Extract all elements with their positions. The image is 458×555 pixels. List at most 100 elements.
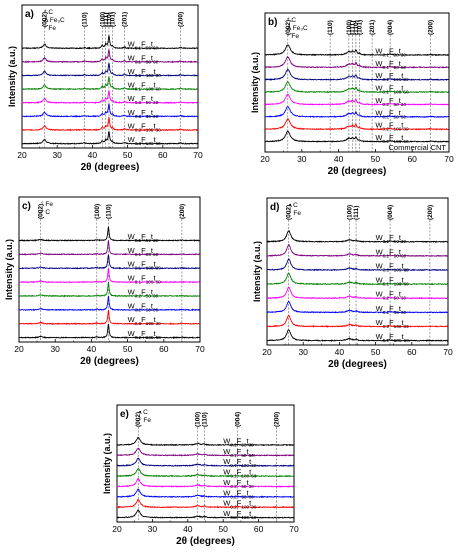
x-tick-label: 60 <box>407 347 417 357</box>
x-tick-label: 40 <box>183 524 193 534</box>
peak-label: (110) <box>353 20 360 35</box>
series-label: W0.1F50t30 <box>375 46 406 57</box>
series-label: W0.1F50t30 <box>376 233 407 244</box>
series-label: W0.1F100t60 <box>375 84 409 95</box>
series-label: W0.2F50t60 <box>375 108 406 119</box>
series-line <box>116 467 294 478</box>
series-line <box>22 62 198 77</box>
peak-label: (110) <box>105 204 112 219</box>
x-tick-label: 30 <box>52 150 62 160</box>
series-line <box>266 300 448 314</box>
x-tick-label: 70 <box>444 154 454 164</box>
x-tick-label: 60 <box>159 344 169 354</box>
series-label: W0.1F100t30 <box>375 71 409 82</box>
series-line <box>21 90 198 105</box>
chart-panel-e: 20 30 40 50 60 70 2θ (degrees) Intensity (a.u.)… <box>102 404 299 547</box>
y-axis-title: Intensity (a.u.) <box>4 239 14 300</box>
series-line <box>116 447 294 457</box>
panel-label: a) <box>25 9 34 20</box>
series-line <box>266 258 448 272</box>
series-label: W0.1F50t60 <box>376 247 407 258</box>
x-axis-title: 2θ (degrees) <box>81 162 140 173</box>
series-line <box>18 295 200 312</box>
series-label: W0.2F100t30 <box>128 121 162 132</box>
series-line <box>116 477 294 488</box>
y-axis-title: Intensity (a.u.) <box>7 46 17 107</box>
series-label: W0.2F50t30 <box>223 478 254 489</box>
series-line <box>265 81 450 94</box>
series-line <box>116 436 294 447</box>
series-line <box>266 244 448 257</box>
x-tick-label: 50 <box>371 347 381 357</box>
x-tick-label: 20 <box>14 344 24 354</box>
peak-label: (002) <box>286 205 293 220</box>
series-line <box>21 103 198 118</box>
series-line <box>21 76 198 91</box>
series-label: W0.1F100t60 <box>223 468 257 479</box>
x-tick-label: 20 <box>260 154 270 164</box>
phase-legend-item: • C <box>139 409 148 416</box>
peak-label: (201) <box>121 12 128 27</box>
peak-label: (110) <box>327 20 334 35</box>
series-label: W0.1F50t30 <box>128 232 159 243</box>
x-tick-label: 40 <box>87 344 97 354</box>
x-tick-label: 60 <box>254 524 264 534</box>
y-axis-title: Intensity (a.u.) <box>252 241 262 302</box>
x-tick-label: 40 <box>335 347 345 357</box>
series-label: W0.1F50t30 <box>128 40 159 51</box>
series-label: W0.1F100t60 <box>376 276 410 287</box>
x-tick-label: 30 <box>297 154 307 164</box>
y-axis-title: Intensity (a.u.) <box>250 52 260 113</box>
panel-label: b) <box>268 17 277 28</box>
peak-label: (200) <box>427 205 434 220</box>
peak-label: (100) <box>94 204 101 219</box>
peak-label: (200) <box>179 204 186 219</box>
series-line <box>21 131 198 145</box>
series-label: W0.2F100t60 <box>223 509 257 520</box>
series-line <box>264 44 449 57</box>
chart-panel-d: 20 30 40 50 60 70 2θ (degrees) Intensity (a.u.)… <box>252 197 453 370</box>
series-line <box>18 309 200 326</box>
peak-label: (002) <box>285 20 292 35</box>
commercial-cnt-label: Commercial CNT <box>388 143 446 152</box>
series-line <box>264 130 449 143</box>
peak-label: (111) <box>350 21 357 35</box>
series-label: W0.2F100t30 <box>376 318 410 329</box>
series-label: W0.1F100t30 <box>128 260 162 271</box>
series-line <box>18 267 200 284</box>
series-line <box>18 323 200 340</box>
series-line <box>264 93 449 106</box>
series-line <box>22 49 198 64</box>
series-line <box>266 329 449 343</box>
x-tick-label: 30 <box>298 347 308 357</box>
x-tick-label: 60 <box>407 154 417 164</box>
peak-label: (004) <box>234 412 241 427</box>
x-tick-label: 50 <box>123 150 133 160</box>
x-tick-label: 30 <box>148 524 158 534</box>
series-label: W0.2F50t30 <box>128 94 159 105</box>
x-tick-label: 60 <box>158 150 168 160</box>
x-tick-label: 70 <box>195 344 205 354</box>
phase-legend-item: ° Fe <box>41 200 53 208</box>
peak-label: (002) <box>42 12 49 27</box>
series-line <box>21 117 198 132</box>
x-tick-label: 20 <box>17 150 27 160</box>
x-tick-label: 50 <box>218 524 228 534</box>
peak-label: (110) <box>81 12 88 27</box>
chart-panel-c: 20 30 40 50 60 70 2θ (degrees) Intensity (a.u.)… <box>4 196 205 367</box>
series-label: W0.2F50t60 <box>128 301 159 312</box>
series-label: W0.1F50t30 <box>223 436 254 447</box>
series-label: W0.1F50t60 <box>375 59 406 70</box>
phase-legend-item: Δ Fe₃C <box>287 25 308 32</box>
chart-panel-b: 20 30 40 50 60 70 2θ (degrees) Intensity (a.u.)… <box>250 12 454 177</box>
panel-label: c) <box>22 201 31 212</box>
series-line <box>264 118 449 131</box>
peak-label: (004) <box>387 205 394 220</box>
phase-legend-item: * C <box>44 9 53 16</box>
series-label: W0.2F50t30 <box>128 287 159 298</box>
phase-legend-item: ° Fe <box>44 24 56 32</box>
series-label: W0.2F50t60 <box>376 304 407 315</box>
peak-label: (200) <box>273 412 280 427</box>
series-line <box>264 106 449 119</box>
